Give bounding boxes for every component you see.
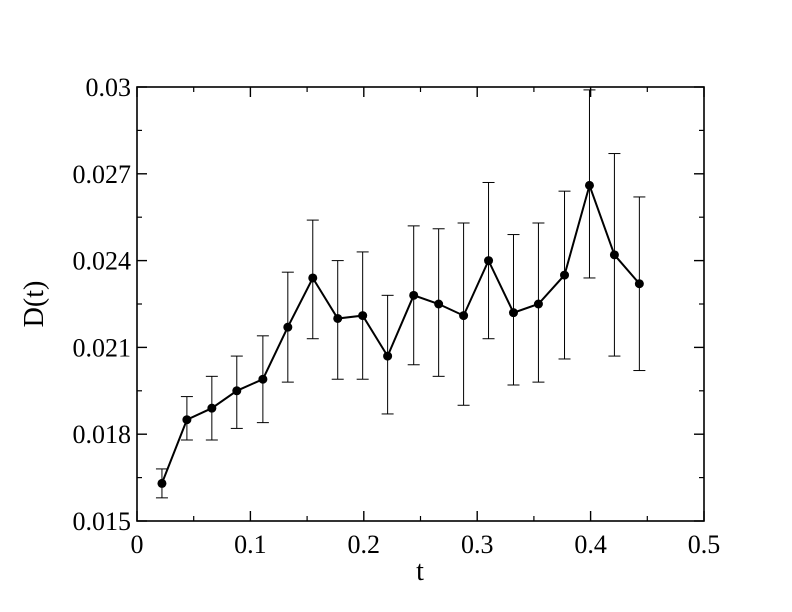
data-point: [157, 479, 166, 488]
data-point: [509, 308, 518, 317]
x-tick-label: 0.4: [574, 530, 607, 559]
series-line: [162, 185, 640, 483]
x-tick-label: 0.2: [348, 530, 381, 559]
tick-labels: 0 0.1 0.2 0.3 0.4 0.5 0.015 0.018 0.021 0.024 0.02…: [73, 73, 721, 559]
data-point: [560, 271, 569, 280]
data-point: [383, 352, 392, 361]
data-point: [358, 311, 367, 320]
data-point: [207, 404, 216, 413]
data-point: [610, 250, 619, 259]
data-point: [635, 279, 644, 288]
data-point: [258, 375, 267, 384]
data-point: [459, 311, 468, 320]
x-axis-title: t: [416, 556, 424, 587]
data-point: [434, 300, 443, 309]
y-tick-label: 0.015: [73, 507, 132, 536]
data-points: [157, 181, 643, 488]
y-axis-title: D(t): [19, 281, 50, 328]
x-tick-label: 0.1: [234, 530, 267, 559]
data-point: [409, 291, 418, 300]
data-point: [232, 386, 241, 395]
y-tick-label: 0.027: [73, 160, 132, 189]
data-point: [308, 273, 317, 282]
data-point: [333, 314, 342, 323]
ticks-layer: [137, 87, 704, 521]
y-tick-label: 0.03: [86, 73, 132, 102]
data-point: [182, 415, 191, 424]
error-bars: [156, 90, 645, 498]
x-tick-label: 0: [131, 530, 144, 559]
x-tick-label: 0.5: [688, 530, 721, 559]
plot-frame: [137, 87, 704, 521]
data-point: [585, 181, 594, 190]
data-point: [534, 300, 543, 309]
x-tick-label: 0.3: [461, 530, 494, 559]
data-point: [484, 256, 493, 265]
data-point: [283, 323, 292, 332]
y-tick-label: 0.024: [73, 247, 132, 276]
y-tick-label: 0.021: [73, 333, 132, 362]
y-tick-label: 0.018: [73, 420, 132, 449]
